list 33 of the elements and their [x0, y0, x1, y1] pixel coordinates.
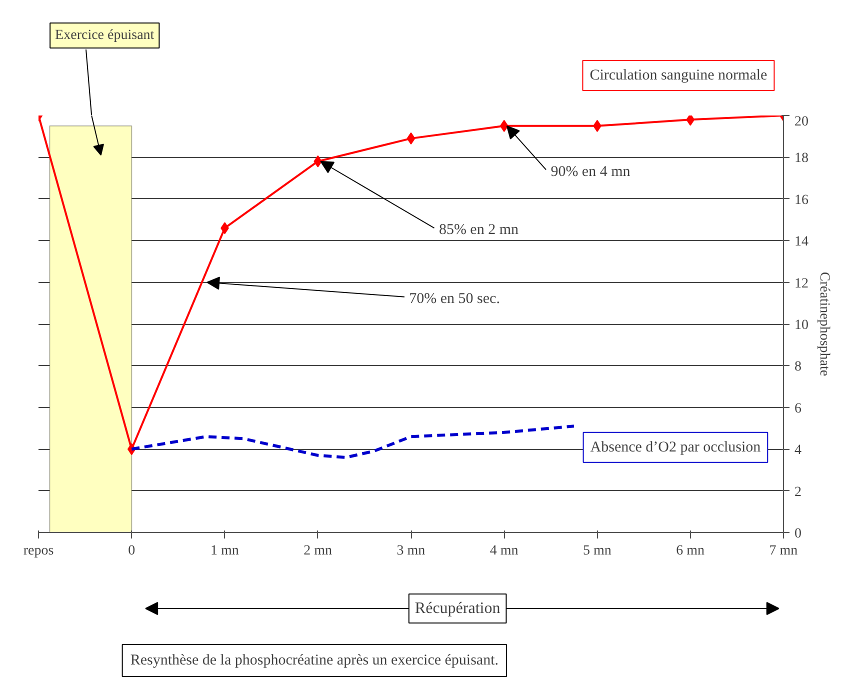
x-tick-label: 7 mn — [769, 544, 798, 558]
x-tick-label: 4 mn — [490, 544, 518, 558]
y-tick-label: 10 — [794, 318, 808, 333]
y-tick-label: 12 — [794, 276, 808, 292]
x-tick-label: 3 mn — [396, 544, 426, 558]
x-tick-label: 0 — [128, 544, 136, 558]
text: Resynthèse de la phosphocréatine après un exercice épuisant. — [130, 652, 499, 668]
point — [314, 155, 322, 168]
text: Circulation sanguine normale — [590, 68, 768, 84]
y-tick-label: 20 — [794, 114, 808, 130]
text: Exercice épuisant — [55, 28, 154, 43]
point — [686, 116, 695, 126]
annotation: 70% en 50 sec. — [409, 290, 500, 307]
y-tick-label: 4 — [794, 443, 802, 458]
y-tick-label: 8 — [794, 360, 802, 375]
y-tick-label: 0 — [794, 526, 802, 542]
y-tick-label: 14 — [794, 234, 808, 250]
y-axis-title: Créatinephosphate — [816, 272, 832, 376]
x-tick-label: repos — [23, 544, 54, 558]
x-tick-label: 2 mn — [304, 544, 332, 558]
y-tick-label: 2 — [794, 484, 802, 500]
annotation: 85% en 2 mn — [438, 222, 520, 238]
y-tick-label: 6 — [794, 401, 802, 416]
y-tick-label: 18 — [794, 151, 808, 166]
x-tick-label: 1 mn — [210, 544, 239, 558]
series-label: Absence d’O2 par occlusion — [590, 439, 762, 456]
text: Récupération — [414, 600, 500, 617]
point — [500, 120, 508, 132]
y-tick-label: 16 — [794, 192, 808, 208]
x-tick-label: 5 mn — [583, 544, 612, 558]
annotation: 90% en 4 mn — [550, 164, 631, 180]
x-tick-label: 6 mn — [676, 544, 705, 558]
point — [406, 132, 416, 144]
